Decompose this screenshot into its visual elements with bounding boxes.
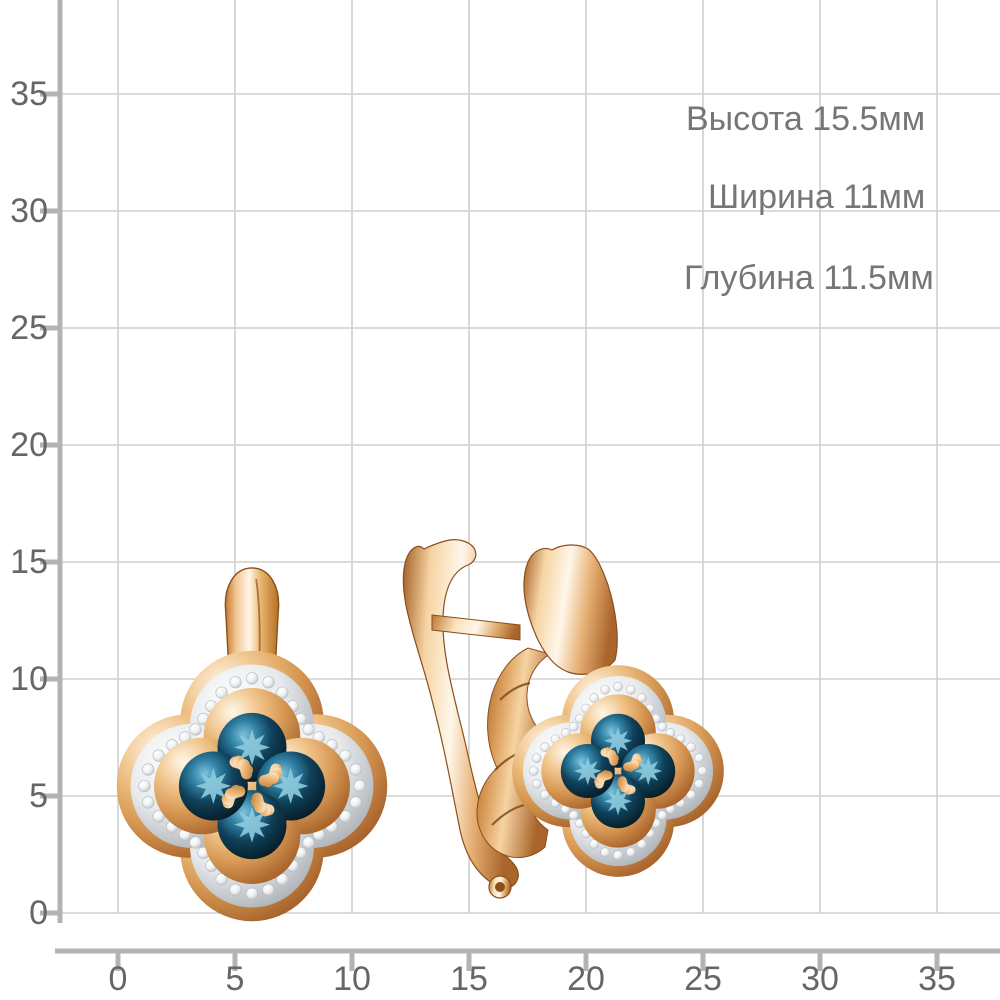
svg-text:10: 10 [10, 660, 48, 698]
svg-text:Высота 15.5мм: Высота 15.5мм [686, 100, 925, 138]
svg-text:20: 20 [10, 426, 48, 464]
svg-text:0: 0 [29, 894, 48, 932]
svg-text:30: 30 [10, 192, 48, 230]
svg-text:30: 30 [801, 960, 839, 998]
svg-text:25: 25 [684, 960, 722, 998]
svg-text:5: 5 [226, 960, 245, 998]
svg-text:0: 0 [109, 960, 128, 998]
svg-text:5: 5 [29, 777, 48, 815]
svg-text:15: 15 [450, 960, 488, 998]
svg-text:Глубина 11.5мм: Глубина 11.5мм [684, 259, 934, 297]
svg-text:10: 10 [333, 960, 371, 998]
svg-text:15: 15 [10, 543, 48, 581]
svg-text:35: 35 [918, 960, 956, 998]
svg-text:35: 35 [10, 75, 48, 113]
svg-text:20: 20 [567, 960, 605, 998]
svg-text:25: 25 [10, 309, 48, 347]
svg-text:Ширина 11мм: Ширина 11мм [708, 178, 925, 216]
